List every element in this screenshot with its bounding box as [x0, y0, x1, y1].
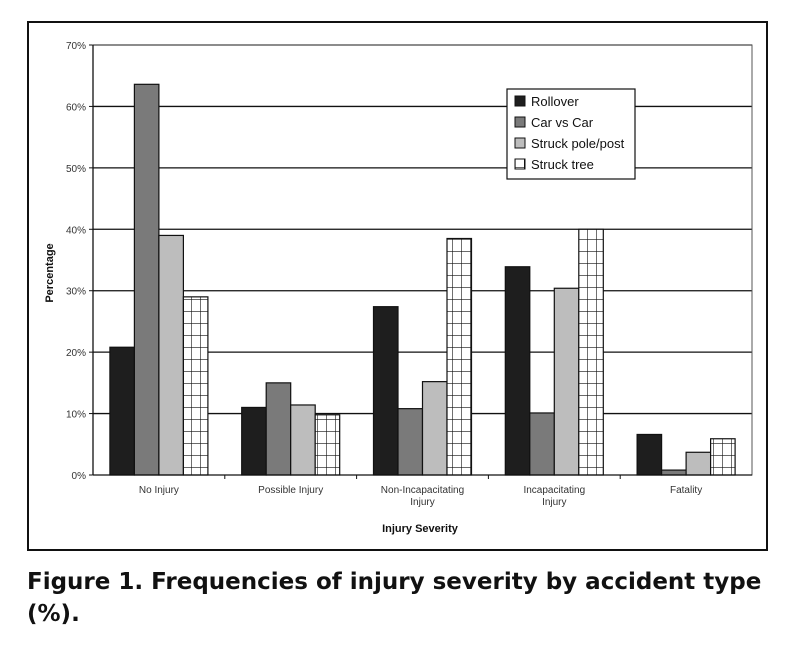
x-axis-label: Injury Severity — [382, 523, 459, 535]
legend-label: Rollover — [531, 94, 579, 109]
bar — [133, 83, 160, 476]
figure-caption: Figure 1. Frequencies of injury severity… — [27, 569, 762, 627]
y-tick-label: 40% — [66, 225, 86, 236]
y-tick-label: 30% — [66, 287, 86, 298]
x-tick-label: Non-Incapacitating Injury — [381, 485, 464, 508]
y-tick-label: 0% — [72, 471, 87, 482]
bar — [421, 381, 448, 476]
x-tick-label: Incapacitating Injury — [523, 485, 585, 508]
bar — [504, 266, 531, 476]
x-tick-label: Possible Injury — [258, 485, 323, 496]
bar-chart: 0% 10% 20% 30% 40% 50% 60% 70% No Injury Possibl… — [44, 41, 753, 535]
x-tick-labels: No Injury Possible Injury Non-Incapacitati… — [139, 485, 702, 508]
legend-swatch — [514, 116, 526, 128]
bar — [529, 412, 555, 476]
bar — [372, 306, 399, 476]
bar — [314, 414, 341, 476]
legend-swatch — [514, 95, 526, 107]
bars — [109, 83, 736, 476]
legend-label: Struck tree — [531, 157, 594, 172]
legend-swatch — [514, 137, 526, 149]
bar — [158, 234, 184, 476]
bar — [553, 287, 580, 476]
y-tick-label: 20% — [66, 348, 86, 359]
bar — [636, 433, 663, 476]
y-tick-label: 60% — [66, 102, 86, 113]
x-tick-label: No Injury — [139, 485, 179, 496]
y-tick-label: 70% — [66, 41, 86, 52]
bar — [446, 237, 473, 476]
legend-swatch — [514, 158, 526, 170]
chart-frame: 0% 10% 20% 30% 40% 50% 60% 70% No Injury Possibl… — [27, 21, 768, 551]
legend: Rollover Car vs Car Struck pole/post Struck… — [506, 88, 636, 180]
bar — [397, 408, 424, 476]
bar — [709, 438, 736, 476]
y-axis-label: Percentage — [44, 243, 56, 302]
bar — [685, 451, 712, 476]
legend-box — [506, 88, 636, 180]
bar — [578, 228, 604, 476]
bar — [182, 296, 209, 476]
y-tick-labels: 0% 10% 20% 30% 40% 50% 60% 70% — [66, 41, 86, 482]
bar — [290, 404, 316, 476]
bar — [241, 406, 267, 476]
bar — [265, 382, 292, 476]
legend-label: Car vs Car — [531, 115, 594, 130]
axes — [89, 44, 753, 479]
y-tick-label: 10% — [66, 410, 86, 421]
bar — [109, 346, 136, 476]
x-tick-label: Fatality — [670, 485, 702, 496]
bar — [660, 469, 687, 476]
legend-label: Struck pole/post — [531, 136, 625, 151]
y-tick-label: 50% — [66, 164, 86, 175]
